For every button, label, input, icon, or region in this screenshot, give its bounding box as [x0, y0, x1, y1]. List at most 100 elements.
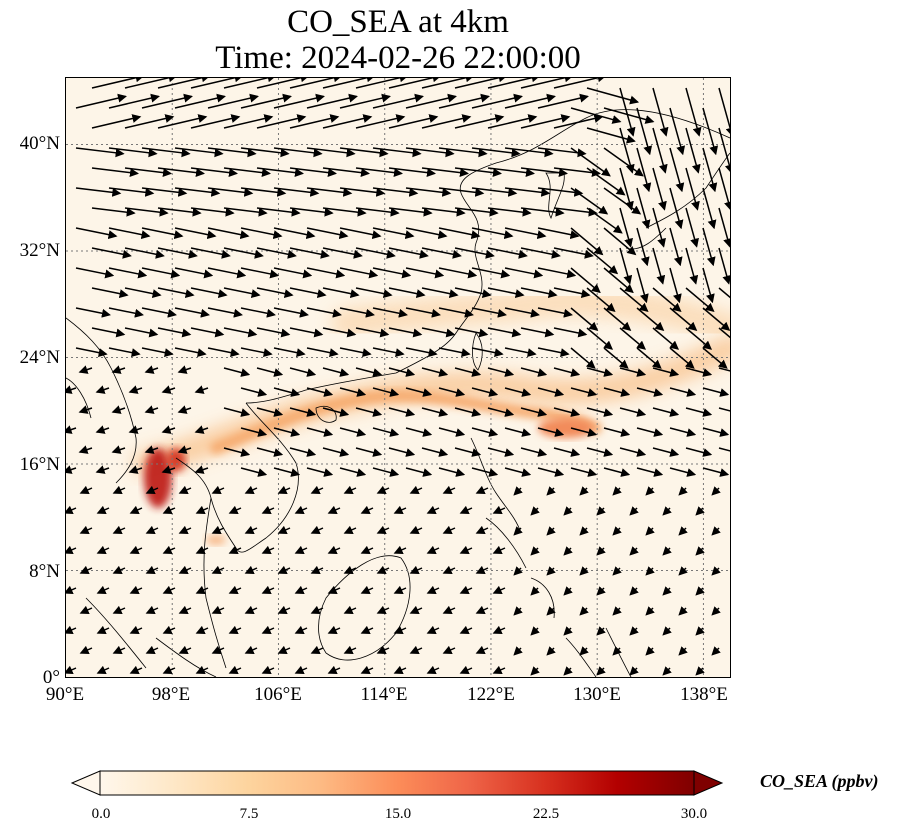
wind-vector-arrow [471, 267, 511, 279]
wind-vector-arrow [306, 267, 346, 279]
wind-vector-arrow [487, 407, 515, 417]
colorbar-gradient [99, 770, 695, 796]
wind-vector-arrow [95, 425, 110, 434]
wind-vector-arrow [277, 565, 291, 574]
wind-vector-arrow [190, 78, 244, 89]
wind-vector-arrow [190, 167, 238, 178]
wind-vector-arrow [513, 486, 523, 496]
wind-vector-arrow [669, 347, 695, 369]
wind-vector-arrow [405, 227, 448, 240]
wind-vector-arrow [612, 566, 622, 576]
wind-vector-arrow [454, 367, 482, 377]
wind-vector-arrow [471, 187, 518, 197]
wind-vector-arrow [178, 645, 192, 654]
wind-vector-arrow [537, 427, 565, 437]
lat-tick-label-32n: 32°N [19, 240, 60, 261]
wind-vector-arrow [570, 227, 604, 256]
wind-vector-arrow [112, 605, 126, 614]
wind-vector-arrow [157, 247, 198, 259]
wind-vector-arrow [339, 187, 386, 197]
wind-vector-arrow [685, 367, 713, 377]
wind-vector-arrow [492, 585, 506, 594]
wind-vector-arrow [141, 307, 177, 318]
wind-vector-arrow [228, 665, 242, 674]
wind-vector-arrow [372, 147, 422, 158]
wind-vector-arrow [75, 147, 125, 158]
wind-vector-arrow [619, 367, 647, 377]
wind-vector-arrow [124, 327, 159, 338]
wind-vector-arrow [629, 586, 639, 596]
wind-vector-arrow [718, 207, 730, 248]
wind-vector-arrow [273, 267, 313, 279]
wind-vector-arrow [475, 485, 489, 494]
wind-vector-arrow [157, 327, 192, 338]
wind-vector-arrow [603, 267, 634, 294]
wind-vector-arrow [376, 485, 390, 494]
wind-vector-arrow [343, 565, 357, 574]
wind-vector-arrow [520, 367, 548, 377]
wind-vector-arrow [96, 625, 110, 634]
wind-vector-arrow [619, 207, 633, 248]
wind-vector-arrow [421, 114, 472, 129]
wind-vector-arrow [471, 387, 499, 397]
wind-vector-arrow [157, 207, 202, 217]
wind-vector-arrow [405, 427, 433, 437]
wind-vector-arrow [223, 407, 251, 417]
wind-vector-arrow [442, 485, 456, 494]
wind-vector-arrow [144, 445, 159, 454]
wind-vector-arrow [190, 114, 241, 129]
lon-tick-label-138e: 138°E [680, 684, 728, 705]
wind-vector-arrow [66, 465, 77, 474]
coastline-sumatra [85, 597, 217, 677]
wind-vector-arrow [553, 167, 601, 178]
wind-vector-arrow [596, 666, 606, 676]
wind-vector-arrow [513, 566, 523, 576]
wind-vector-arrow [124, 287, 162, 299]
wind-vector-arrow [492, 625, 506, 634]
wind-vector-arrow [129, 625, 143, 634]
wind-vector-arrow [223, 207, 268, 217]
wind-vector-arrow [579, 606, 589, 616]
wind-vector-arrow [393, 625, 407, 634]
wind-vector-arrow [553, 207, 598, 217]
wind-vector-arrow [438, 147, 488, 158]
wind-vector-arrow [273, 227, 316, 240]
wind-vector-arrow [108, 307, 144, 318]
wind-vector-arrow [393, 545, 407, 554]
wind-vector-arrow [426, 505, 440, 514]
wind-vector-arrow [652, 247, 666, 285]
wind-vector-arrow [504, 267, 544, 279]
wind-vector-arrow [372, 467, 400, 477]
wind-vector-arrow [128, 465, 143, 474]
wind-vector-arrow [277, 645, 291, 654]
wind-vector-arrow [520, 78, 574, 89]
wind-vector-arrow [442, 525, 456, 534]
wind-vector-arrow [520, 167, 568, 178]
wind-vector-arrow [612, 526, 622, 536]
wind-vector-arrow [289, 327, 324, 338]
wind-vector-arrow [66, 665, 77, 674]
wind-vector-arrow [223, 78, 277, 89]
wind-vector-arrow [108, 227, 151, 240]
wind-vector-arrow [504, 307, 540, 318]
co-plume-layer [133, 286, 730, 545]
wind-vector-arrow [355, 207, 400, 217]
wind-vector-arrow [66, 625, 77, 634]
wind-vector-arrow [685, 207, 699, 248]
wind-vector-arrow [240, 93, 292, 109]
wind-vector-arrow [273, 147, 323, 158]
wind-vector-arrow [376, 605, 390, 614]
wind-vector-arrow [174, 187, 221, 197]
wind-vector-arrow [537, 467, 565, 477]
wind-vector-arrow [471, 427, 499, 437]
wind-vector-arrow [162, 625, 176, 634]
wind-vector-arrow [475, 645, 489, 654]
colorbar-tick-3: 22.5 [532, 806, 560, 822]
wind-vector-arrow [145, 525, 159, 534]
coastline-sulawesi [565, 627, 632, 677]
wind-vector-arrow [438, 307, 474, 318]
wind-vector-arrow [563, 546, 573, 556]
wind-vector-arrow [294, 545, 308, 554]
wind-vector-arrow [261, 625, 275, 634]
wind-vector-arrow [108, 93, 160, 109]
